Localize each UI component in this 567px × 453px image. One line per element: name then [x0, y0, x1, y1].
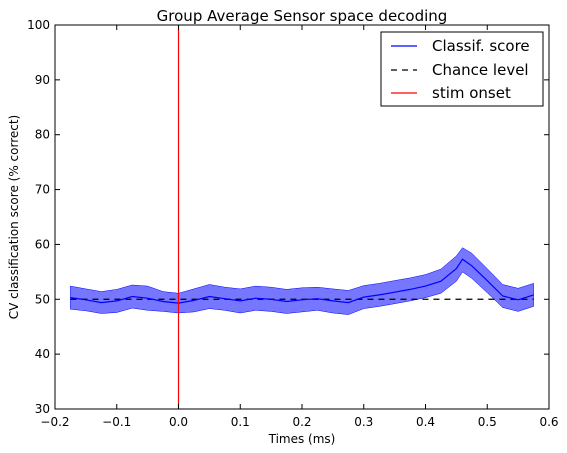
x-tick-label: 0.6 [539, 415, 558, 429]
x-tick-label: 0.4 [416, 415, 435, 429]
x-tick-label: 0.2 [292, 415, 311, 429]
chart-title: Group Average Sensor space decoding [157, 7, 448, 25]
legend-chance-label: Chance level [432, 61, 529, 79]
y-axis-label: CV classification score (% correct) [7, 115, 21, 320]
x-tick-label: −0.2 [40, 415, 69, 429]
y-tick-label: 40 [35, 347, 50, 361]
y-tick-label: 50 [35, 292, 50, 306]
y-tick-label: 90 [35, 73, 50, 87]
y-tick-label: 70 [35, 183, 50, 197]
y-tick-label: 80 [35, 128, 50, 142]
x-axis-label: Times (ms) [268, 432, 336, 446]
x-tick-label: 0.3 [354, 415, 373, 429]
y-tick-label: 60 [35, 237, 50, 251]
legend-onset-label: stim onset [432, 84, 511, 102]
x-tick-label: 0.5 [478, 415, 497, 429]
legend: Classif. score Chance level stim onset [381, 32, 543, 106]
confidence-band [70, 248, 533, 315]
x-tick-label: −0.1 [102, 415, 131, 429]
x-tick-label: 0.0 [169, 415, 188, 429]
y-tick-label: 100 [27, 18, 50, 32]
legend-classif-label: Classif. score [432, 37, 530, 55]
confidence-band-layer [70, 248, 533, 315]
x-tick-label: 0.1 [231, 415, 250, 429]
y-tick-label: 30 [35, 402, 50, 416]
